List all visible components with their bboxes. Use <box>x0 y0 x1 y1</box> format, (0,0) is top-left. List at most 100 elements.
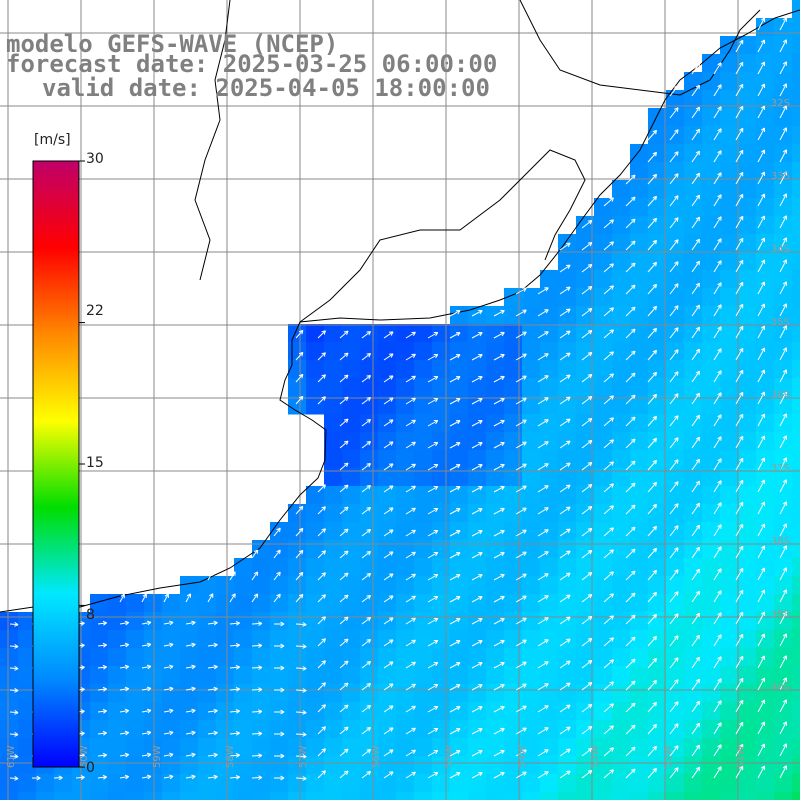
wind-arrow <box>295 373 304 383</box>
wind-cell <box>720 414 739 433</box>
wind-cell <box>702 576 721 595</box>
wind-cell <box>792 270 800 289</box>
wind-cell <box>324 486 343 505</box>
wind-arrow <box>97 752 107 758</box>
wind-cell <box>522 720 541 739</box>
wind-arrow <box>405 595 416 603</box>
wind-cell <box>504 774 523 793</box>
wind-cell <box>666 504 685 523</box>
wind-cell <box>702 378 721 397</box>
wind-arrow <box>207 593 214 603</box>
wind-cell <box>342 684 361 703</box>
wind-arrow <box>647 195 658 207</box>
wind-cell <box>558 702 577 721</box>
wind-cell <box>720 630 739 649</box>
wind-arrow <box>9 666 19 671</box>
wind-cell <box>558 576 577 595</box>
wind-cell <box>540 432 559 451</box>
wind-cell <box>522 774 541 793</box>
wind-cell <box>756 792 775 800</box>
wind-cell <box>540 504 559 523</box>
wind-cell <box>738 144 757 163</box>
wind-arrow <box>471 464 483 471</box>
wind-arrow <box>405 419 416 427</box>
wind-cell <box>720 792 739 800</box>
wind-arrow <box>779 61 788 75</box>
wind-cell <box>468 450 487 469</box>
wind-arrow <box>317 550 326 559</box>
wind-arrow <box>625 350 636 361</box>
wind-arrow <box>295 622 307 627</box>
wind-cell <box>612 198 631 217</box>
wind-arrow <box>757 105 766 119</box>
wind-arrow <box>691 260 701 273</box>
wind-arrow <box>383 353 394 361</box>
wind-arrow <box>669 657 679 669</box>
wind-cell <box>468 378 487 397</box>
wind-cell <box>702 72 721 91</box>
wind-arrow <box>515 485 527 493</box>
wind-cell <box>756 774 775 793</box>
wind-cell <box>666 684 685 703</box>
wind-cell <box>558 306 577 325</box>
wind-cell <box>630 720 649 739</box>
wind-cell <box>522 288 541 307</box>
wind-cell <box>504 702 523 721</box>
wind-arrow <box>559 330 571 339</box>
wind-cell <box>288 540 307 559</box>
wind-cell <box>180 684 199 703</box>
wind-cell <box>306 630 325 649</box>
wind-arrow <box>625 394 636 405</box>
wind-cell <box>0 756 19 775</box>
wind-cell <box>612 450 631 469</box>
wind-cell <box>414 558 433 577</box>
wind-cell <box>504 486 523 505</box>
wind-cell <box>792 774 800 793</box>
wind-cell <box>612 558 631 577</box>
wind-arrow <box>735 589 744 603</box>
wind-cell <box>738 378 757 397</box>
wind-cell <box>720 180 739 199</box>
wind-cell <box>90 702 109 721</box>
wind-cell <box>18 666 37 685</box>
wind-cell <box>648 630 667 649</box>
wind-arrow <box>207 730 218 736</box>
wind-cell <box>414 774 433 793</box>
wind-cell <box>504 342 523 361</box>
wind-arrow <box>735 61 744 75</box>
wind-cell <box>684 306 703 325</box>
wind-cell <box>594 540 613 559</box>
wind-cell <box>684 252 703 271</box>
wind-cell <box>612 594 631 613</box>
wind-cell <box>612 234 631 253</box>
wind-arrow <box>669 107 679 119</box>
wind-cell <box>324 558 343 577</box>
wind-arrow <box>625 328 636 339</box>
wind-cell <box>54 792 73 800</box>
wind-arrow <box>669 129 679 141</box>
wind-arrow <box>295 644 307 649</box>
wind-cell <box>144 738 163 757</box>
wind-arrow <box>449 354 461 361</box>
wind-cell <box>720 396 739 415</box>
wind-arrow <box>713 480 722 493</box>
wind-cell <box>396 504 415 523</box>
wind-cell <box>504 522 523 541</box>
wind-arrow <box>317 748 326 757</box>
wind-cell <box>234 756 253 775</box>
wind-arrow <box>207 774 218 780</box>
wind-arrow <box>119 708 130 714</box>
wind-cell <box>486 342 505 361</box>
wind-cell <box>270 540 289 559</box>
wind-arrow <box>537 287 549 295</box>
wind-cell <box>0 738 19 757</box>
wind-arrow <box>427 573 439 581</box>
wind-arrow <box>559 594 571 603</box>
wind-arrow <box>691 348 701 361</box>
wind-cell <box>252 540 271 559</box>
wind-cell <box>306 738 325 757</box>
wind-cell <box>234 720 253 739</box>
wind-cell <box>756 126 775 145</box>
wind-cell <box>144 684 163 703</box>
wind-cell <box>468 792 487 800</box>
